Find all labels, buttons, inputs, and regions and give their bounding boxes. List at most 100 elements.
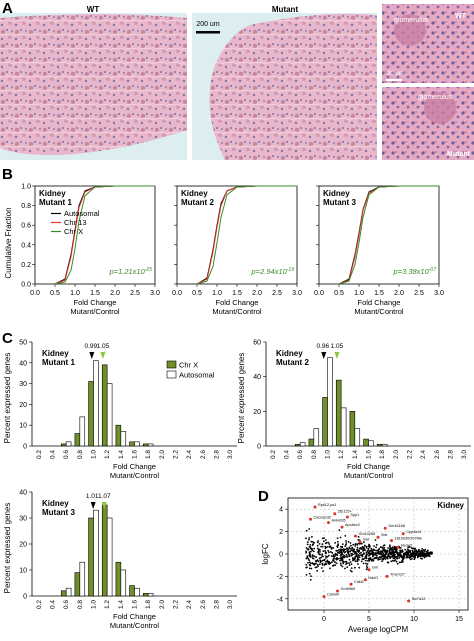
panel-d-letter: D (258, 488, 269, 505)
ma-point (356, 560, 359, 563)
ma-point (394, 559, 397, 561)
ma-point (382, 553, 385, 556)
ma-point (408, 546, 411, 548)
ma-point (321, 545, 324, 548)
ma-gene-label: Ankrd35 (332, 519, 346, 523)
ma-point (346, 562, 348, 565)
hist-bar-chrx (294, 443, 301, 447)
hist-arrow-chrx-label: 1.05 (331, 343, 344, 350)
ma-point (415, 549, 418, 551)
ma-point (387, 561, 390, 564)
ma-point (335, 557, 338, 560)
ma-point (362, 550, 364, 552)
ma-xlabel: Average logCPM (348, 625, 409, 634)
hist-xtick-label: 0.4 (284, 450, 291, 459)
inset-glomerulus-label-2: glomerulus (418, 94, 453, 101)
ma-point (306, 555, 309, 557)
cdf-xtick-label: 2.0 (252, 290, 262, 297)
cdf-title-line2: Mutant 3 (323, 198, 356, 207)
ma-point (308, 546, 311, 548)
ma-gene-label: Cyp4a14 (406, 530, 421, 534)
hist-bar-chrx (142, 593, 149, 597)
ma-point (407, 546, 410, 548)
ma-point (334, 561, 336, 564)
panel-c-histograms: Percent expressed genes Percent expressed… (3, 340, 471, 630)
scale-bar-big (196, 31, 220, 34)
hist-arrow-chrx-label: 1.07 (98, 493, 111, 500)
ma-highlight-point (322, 595, 326, 599)
ma-point (384, 555, 387, 557)
cdf-xtick-label: 1.5 (374, 290, 384, 297)
hist-arrow-chrx (101, 502, 107, 509)
ma-point (344, 561, 346, 563)
ma-point (348, 558, 351, 561)
ma-point (360, 560, 363, 563)
ma-point (365, 568, 368, 571)
cdf-xtick-label: 0.5 (50, 290, 60, 297)
ma-point (307, 548, 310, 550)
cdf-ytick-label: 0.4 (21, 242, 31, 249)
ma-point (334, 558, 336, 560)
cdf-xlabel-line2: Mutant/Control (70, 307, 120, 316)
ma-point (354, 545, 357, 547)
ma-point (305, 529, 308, 532)
hist-ylabel-2: Percent expressed genes (237, 353, 246, 444)
ma-point (306, 541, 309, 543)
ma-point (331, 561, 333, 564)
hist-xtick-label: 2.6 (200, 450, 207, 459)
cdf-title-line1: Kidney (181, 189, 208, 198)
ma-point (348, 564, 351, 566)
ma-point (306, 543, 309, 546)
wt-section (0, 14, 187, 156)
hist-bar-chrx (101, 364, 108, 447)
ma-point (378, 548, 381, 550)
ma-point (324, 550, 326, 552)
ma-point (325, 542, 327, 545)
ma-point (353, 558, 355, 561)
ma-point (340, 554, 342, 556)
ma-point (367, 548, 370, 551)
ma-point (352, 548, 355, 551)
ma-point (310, 567, 313, 570)
ma-point (345, 543, 347, 546)
cdf-xtick-label: 1.0 (70, 290, 80, 297)
ma-point (307, 562, 309, 564)
ma-gene-label: Tmem27 (390, 572, 405, 576)
inset-mutant-label: Mutant (447, 151, 471, 158)
ma-point (335, 549, 338, 552)
hist-bar-autosomal (299, 442, 306, 447)
ma-point (325, 555, 327, 558)
hist-bar-autosomal (120, 569, 127, 597)
ma-point (343, 556, 346, 559)
cdf-xtick-label: 0.0 (30, 290, 40, 297)
cdf-pvalue: p=1.21x10-25 (109, 267, 153, 276)
hist-plot-1: 0 10 20 30 40 50 0.2 0.4 0.6 0.8 1.0 1.2 1.4 1.6 1.8 2.… (19, 340, 237, 480)
ma-point (409, 558, 412, 561)
hist-plot-3: 0 10 20 30 40 0.2 0.4 0.6 0.8 1.0 1.2 1.4 1.6 1.8 2.0 2… (19, 490, 237, 630)
hist-xtick-label: 0.2 (36, 600, 43, 609)
cdf-curve-chr-x (54, 185, 155, 285)
hist-title-line1: Kidney (42, 349, 69, 358)
ma-point (367, 557, 370, 560)
hist-xtick-label: 0.8 (311, 450, 318, 459)
ma-point (401, 549, 404, 552)
ma-point (365, 565, 368, 567)
ma-point (421, 553, 424, 556)
cdf-xtick-label: 0.5 (192, 290, 202, 297)
ma-point (316, 569, 319, 572)
ma-point (319, 551, 321, 553)
ma-highlight-point (336, 589, 339, 593)
hist-bar-chrx (74, 572, 81, 597)
ma-point (418, 555, 421, 557)
ma-point (393, 557, 396, 560)
ma-point (383, 546, 386, 549)
ma-point (427, 549, 429, 552)
ma-point (382, 548, 384, 550)
cdf-xtick-label: 3.0 (150, 290, 160, 297)
ma-point (362, 541, 365, 544)
ma-point (345, 560, 348, 563)
cdf-xlabel-line1: Fold Change (216, 298, 259, 307)
ma-point (325, 557, 327, 559)
ma-point (399, 551, 402, 554)
